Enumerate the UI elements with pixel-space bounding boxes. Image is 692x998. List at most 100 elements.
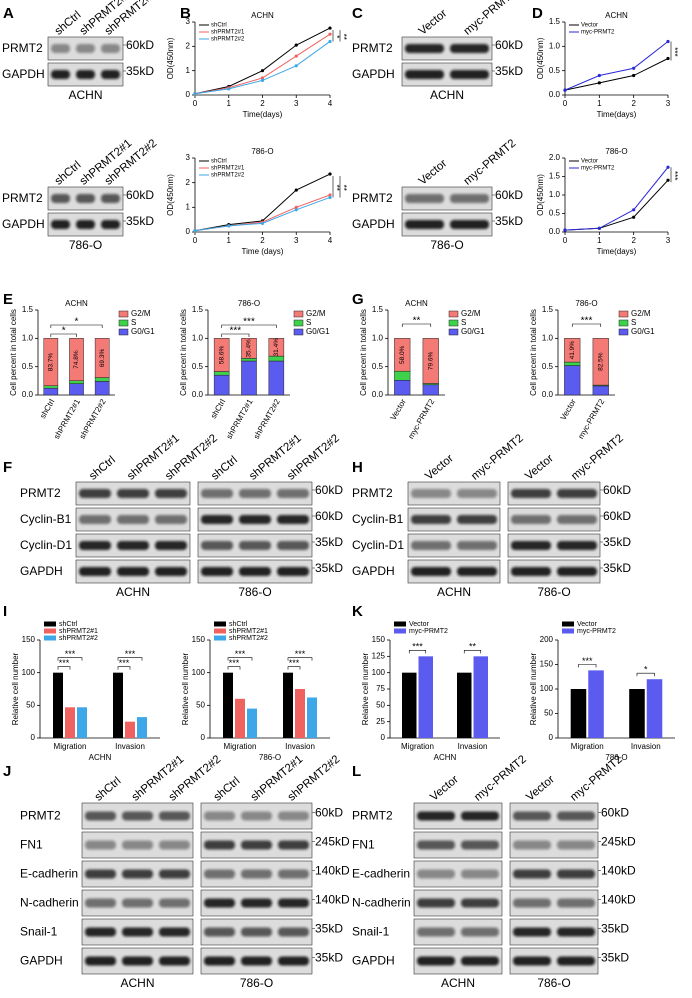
- band: [457, 489, 497, 498]
- y-tick-label: 3: [186, 17, 191, 26]
- data-point: [193, 92, 197, 96]
- data-point: [260, 69, 265, 73]
- bar: [570, 689, 587, 738]
- band: [557, 840, 595, 850]
- x-tick-label: shCtrl: [209, 397, 227, 420]
- size-marker: 35kD: [495, 64, 523, 78]
- bar-segment: [268, 338, 285, 357]
- band: [241, 927, 272, 937]
- bar-segment: [94, 377, 110, 382]
- sig-bracket: [227, 666, 241, 670]
- y-tick-label: 100: [192, 668, 206, 677]
- band: [201, 489, 233, 498]
- sig-bracket: [636, 672, 655, 677]
- sig-label: *: [332, 35, 341, 38]
- legend-label: shPRMT2#2: [229, 635, 268, 642]
- protein-label: Snail-1: [20, 925, 58, 939]
- blot-strip: [507, 559, 601, 584]
- western-blot: Vector myc-PRMT2 786-O PRMT2 60kD GAPDH 35kD: [352, 137, 523, 252]
- cell-line-label: ACHN: [430, 88, 464, 102]
- lane-label: shCtrl: [209, 454, 240, 482]
- y-axis-label: Relative cell number: [361, 652, 370, 725]
- protein-label: GAPDH: [352, 217, 395, 231]
- band: [457, 541, 497, 550]
- band: [101, 44, 120, 53]
- bar-segment: [94, 381, 110, 396]
- legend-label: Vector: [577, 621, 598, 628]
- y-tick-label: 1.5: [549, 172, 561, 181]
- data-point: [260, 78, 265, 82]
- protein-label: GAPDH: [20, 564, 63, 578]
- band: [417, 927, 455, 937]
- panel-letter: L: [352, 763, 361, 780]
- band: [411, 541, 451, 550]
- bar: [125, 721, 135, 738]
- band: [159, 956, 190, 966]
- cell-line-label: 786-O: [69, 238, 102, 252]
- band: [277, 567, 309, 576]
- cell-line-label: 786-O: [240, 976, 273, 990]
- line-series: [194, 194, 331, 232]
- legend-label: shPRMT2#2: [59, 635, 98, 642]
- band: [277, 489, 309, 498]
- y-tick-label: 1.5: [372, 305, 384, 314]
- sig-label: ***: [581, 316, 593, 327]
- lane-label: myc-PRMT2: [462, 137, 519, 187]
- x-axis-label: 786-O: [605, 753, 627, 762]
- bar-segment: [213, 338, 230, 372]
- y-axis-label: Relative cell number: [529, 652, 538, 725]
- sig-bracket: [571, 323, 602, 327]
- sig-label: ***: [229, 326, 241, 337]
- y-tick-label: 0.0: [542, 390, 554, 399]
- chart-title: 786-O: [605, 147, 627, 156]
- sig-label: **: [413, 316, 421, 327]
- band: [450, 194, 489, 203]
- legend-label: shCtrl: [229, 621, 248, 628]
- x-tick-label: 2: [631, 236, 636, 245]
- band: [557, 567, 597, 576]
- sig-bracket: [50, 333, 77, 337]
- band: [241, 811, 272, 821]
- band: [122, 840, 153, 850]
- band: [511, 541, 551, 550]
- size-marker: 35kD: [315, 922, 343, 936]
- size-marker: 60kD: [315, 483, 343, 497]
- band: [461, 956, 499, 966]
- bar: [65, 707, 75, 738]
- sig-label: ***: [243, 317, 255, 328]
- sig-label: **: [339, 34, 348, 40]
- bar-segment: [394, 370, 411, 381]
- panel-letter: A: [3, 5, 14, 22]
- data-point: [227, 224, 231, 228]
- x-tick-label: Invasion: [285, 742, 315, 751]
- blot-strip: [507, 481, 601, 506]
- sig-label: ***: [412, 642, 423, 652]
- y-tick-label: 0.0: [22, 390, 34, 399]
- band: [85, 898, 116, 908]
- legend-label: G0/G1: [631, 327, 655, 336]
- legend-swatch: [618, 310, 629, 318]
- size-marker: 140kD: [315, 893, 350, 907]
- protein-label: Cyclin-D1: [352, 538, 404, 552]
- sig-label: ***: [119, 658, 130, 668]
- sig-label: *: [75, 317, 79, 328]
- y-tick-label: 0.5: [549, 66, 561, 75]
- legend-swatch: [214, 628, 226, 634]
- y-tick-label: 100: [22, 668, 36, 677]
- x-tick-label: 1: [597, 236, 602, 245]
- band: [239, 567, 271, 576]
- x-axis-label: Time (days): [242, 247, 284, 256]
- band: [76, 194, 95, 203]
- legend-swatch: [394, 621, 406, 627]
- band: [155, 515, 187, 524]
- lane-label: shCtrl: [53, 9, 84, 37]
- data-point: [260, 76, 265, 80]
- band: [461, 840, 499, 850]
- size-marker: 60kD: [315, 806, 343, 820]
- data-point: [666, 165, 670, 169]
- legend-label: G0/G1: [306, 327, 330, 336]
- x-tick-label: 1: [227, 99, 232, 108]
- band: [155, 567, 187, 576]
- size-marker: 140kD: [601, 893, 636, 907]
- blot-strip: [507, 533, 601, 558]
